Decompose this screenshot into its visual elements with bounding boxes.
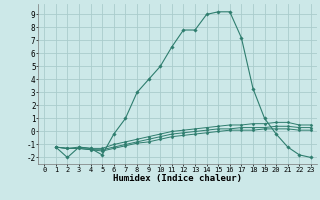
X-axis label: Humidex (Indice chaleur): Humidex (Indice chaleur) (113, 174, 242, 183)
